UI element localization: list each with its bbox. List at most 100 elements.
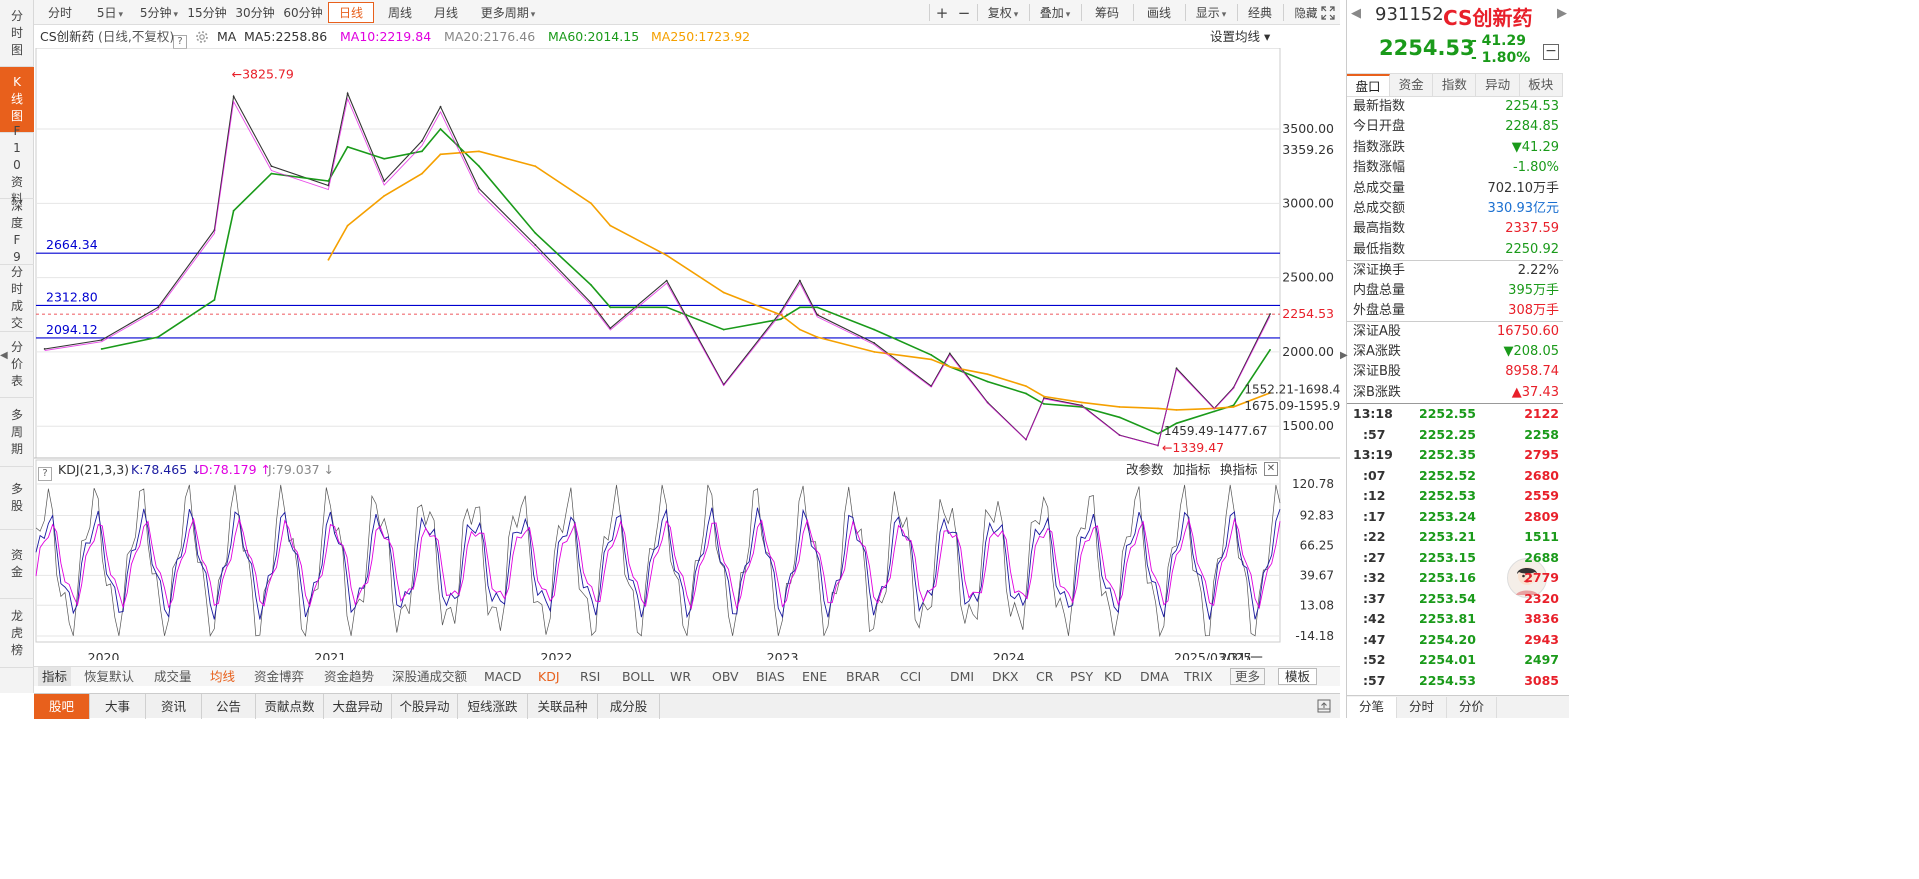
quote-tab-1[interactable]: 资金 bbox=[1390, 74, 1434, 96]
indicator-tab-18[interactable]: DKX bbox=[992, 669, 1019, 684]
more-periods-dropdown[interactable]: 更多周期 bbox=[472, 2, 544, 23]
period-tab-fenshi[interactable]: 分时 bbox=[47, 6, 72, 20]
nav-6[interactable]: 多周期 bbox=[0, 398, 34, 467]
indicator-tab-17[interactable]: DMI bbox=[950, 669, 975, 684]
period-tab-5min[interactable]: 5分钟 bbox=[136, 2, 182, 23]
prev-stock-icon[interactable]: ◀ bbox=[1351, 6, 1361, 21]
indicator-tab-6[interactable]: 深股通成交额 bbox=[392, 669, 468, 684]
quote-tab-2[interactable]: 指数 bbox=[1433, 74, 1477, 96]
indicator-tab-16[interactable]: CCI bbox=[900, 669, 922, 684]
period-tab-15min[interactable]: 15分钟 bbox=[187, 6, 227, 20]
quote-tab-0[interactable]: 盘口 bbox=[1347, 74, 1390, 96]
right-bottom-tab-1[interactable]: 分时 bbox=[1397, 697, 1447, 718]
assistant-avatar[interactable] bbox=[1507, 558, 1547, 598]
quote-tab-4[interactable]: 板块 bbox=[1520, 74, 1563, 96]
switch-indicator-button[interactable]: 换指标 bbox=[1220, 462, 1258, 477]
indicator-tab-11[interactable]: WR bbox=[670, 669, 692, 684]
adjust-dropdown[interactable]: 复权 bbox=[980, 2, 1026, 23]
ma-settings-dropdown[interactable]: 设置均线 ▾ bbox=[1210, 29, 1271, 44]
kline-chart[interactable]: 2664.34 2312.80 2094.12 2254.53 3359.26 3500… bbox=[34, 48, 1340, 660]
indicator-tab-9[interactable]: RSI bbox=[580, 669, 601, 684]
bottom-tab-1[interactable]: 大事 bbox=[90, 694, 146, 719]
series-point-ma60 bbox=[421, 150, 423, 153]
indicator-tab-25[interactable]: 模板 bbox=[1278, 668, 1318, 685]
indicator-tab-15[interactable]: BRAR bbox=[846, 669, 880, 684]
nav-4[interactable]: 分时成交 bbox=[0, 265, 34, 332]
indicator-tab-7[interactable]: MACD bbox=[484, 669, 522, 684]
indicator-tab-3[interactable]: 均线 bbox=[210, 669, 236, 684]
indicator-tab-19[interactable]: CR bbox=[1036, 669, 1054, 684]
draw-line-button[interactable]: 画线 bbox=[1146, 6, 1171, 20]
series-point-ma60 bbox=[1213, 410, 1216, 413]
fullscreen-icon[interactable] bbox=[1318, 2, 1338, 23]
right-top-price-label: 3359.26 bbox=[1282, 142, 1334, 157]
classic-button[interactable]: 经典 bbox=[1247, 6, 1272, 20]
quote-row: 总成交量 702.10万手 bbox=[1347, 179, 1563, 199]
period-tab-5day[interactable]: 5日 bbox=[86, 2, 134, 23]
collapse-right-icon[interactable]: ▶ bbox=[1340, 350, 1348, 361]
display-dropdown[interactable]: 显示 bbox=[1188, 2, 1234, 23]
indicator-tab-4[interactable]: 资金博弈 bbox=[254, 669, 305, 684]
right-bottom-tab-2[interactable]: 分价 bbox=[1447, 697, 1497, 718]
indicator-tab-10[interactable]: BOLL bbox=[622, 669, 655, 684]
bottom-tab-6[interactable]: 个股异动 bbox=[392, 694, 458, 719]
quote-tab-3[interactable]: 异动 bbox=[1477, 74, 1520, 96]
bottom-tab-0[interactable]: 股吧 bbox=[34, 694, 90, 719]
nav-0[interactable]: 分时图 bbox=[0, 0, 34, 67]
minimize-icon[interactable]: − bbox=[1543, 44, 1559, 60]
zoom-out-button[interactable]: − bbox=[957, 4, 971, 22]
change-params-button[interactable]: 改参数 bbox=[1126, 462, 1164, 477]
indicator-tab-5[interactable]: 资金趋势 bbox=[324, 669, 375, 684]
chips-button[interactable]: 筹码 bbox=[1094, 6, 1119, 20]
bottom-tab-4[interactable]: 贡献点数 bbox=[256, 694, 324, 719]
indicator-tab-2[interactable]: 成交量 bbox=[154, 669, 192, 684]
bottom-tab-5[interactable]: 大盘异动 bbox=[324, 694, 392, 719]
indicator-tab-8[interactable]: KDJ bbox=[538, 669, 560, 684]
kdj-help-icon[interactable]: ? bbox=[38, 463, 52, 483]
period-toolbar: 分时 5日 5分钟 15分钟 30分钟 60分钟 日线 周线 月线 更多周期 +… bbox=[34, 0, 1340, 25]
bottom-tab-8[interactable]: 关联品种 bbox=[528, 694, 598, 719]
bottom-tab-2[interactable]: 资讯 bbox=[146, 694, 202, 719]
bottom-tab-7[interactable]: 短线涨跌 bbox=[458, 694, 528, 719]
indicator-tab-21[interactable]: KD bbox=[1104, 669, 1122, 684]
nav-7[interactable]: 多股 bbox=[0, 467, 34, 530]
right-bottom-tab-0[interactable]: 分笔 bbox=[1347, 697, 1397, 718]
nav-3[interactable]: 深度F9 bbox=[0, 199, 34, 265]
indicator-tab-22[interactable]: DMA bbox=[1140, 669, 1169, 684]
tick-volume: 2943 bbox=[1524, 631, 1559, 647]
close-indicator-icon[interactable]: ✕ bbox=[1264, 462, 1278, 476]
indicator-tab-1[interactable]: 恢复默认 bbox=[84, 669, 135, 684]
next-stock-icon[interactable]: ▶ bbox=[1557, 6, 1567, 21]
indicator-tab-12[interactable]: OBV bbox=[712, 669, 739, 684]
indicator-tab-20[interactable]: PSY bbox=[1070, 669, 1094, 684]
indicator-tab-0[interactable]: 指标 bbox=[38, 667, 72, 686]
period-tab-60min[interactable]: 60分钟 bbox=[283, 6, 323, 20]
collapse-left-icon[interactable]: ◀ bbox=[0, 350, 8, 361]
zoom-in-button[interactable]: + bbox=[935, 4, 949, 22]
expand-panel-icon[interactable] bbox=[1312, 694, 1336, 719]
period-tab-monthly[interactable]: 月线 bbox=[433, 6, 458, 20]
overlay-dropdown[interactable]: 叠加 bbox=[1032, 2, 1078, 23]
period-tab-30min[interactable]: 30分钟 bbox=[235, 6, 275, 20]
nav-2[interactable]: F10资料 bbox=[0, 124, 34, 206]
indicator-tab-13[interactable]: BIAS bbox=[756, 669, 785, 684]
nav-5[interactable]: 分价表 bbox=[0, 332, 34, 398]
high-annotation: ←3825.79 bbox=[232, 67, 294, 82]
nav-8[interactable]: 资金 bbox=[0, 530, 34, 599]
hide-button[interactable]: 隐藏 bbox=[1294, 6, 1318, 20]
period-tab-daily[interactable]: 日线 bbox=[328, 2, 374, 23]
nav-9[interactable]: 龙虎榜 bbox=[0, 599, 34, 668]
period-tab-weekly[interactable]: 周线 bbox=[387, 6, 412, 20]
series-point-ma5 bbox=[421, 140, 423, 142]
series-point-ma5 bbox=[1269, 313, 1271, 315]
series-point-ma250 bbox=[421, 172, 423, 175]
quote-value: 702.10万手 bbox=[1487, 180, 1560, 196]
indicator-tab-24[interactable]: 更多 bbox=[1230, 668, 1266, 685]
indicator-tab-14[interactable]: ENE bbox=[802, 669, 828, 684]
gear-icon[interactable] bbox=[195, 26, 209, 51]
bottom-tab-9[interactable]: 成分股 bbox=[598, 694, 660, 719]
bottom-tab-3[interactable]: 公告 bbox=[202, 694, 256, 719]
nav-1[interactable]: K线图 bbox=[0, 67, 34, 133]
add-indicator-button[interactable]: 加指标 bbox=[1173, 462, 1211, 477]
indicator-tab-23[interactable]: TRIX bbox=[1184, 669, 1213, 684]
